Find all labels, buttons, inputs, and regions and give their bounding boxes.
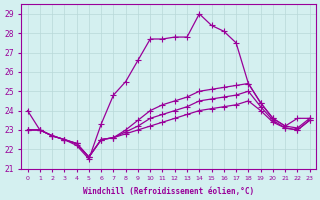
X-axis label: Windchill (Refroidissement éolien,°C): Windchill (Refroidissement éolien,°C)	[83, 187, 254, 196]
